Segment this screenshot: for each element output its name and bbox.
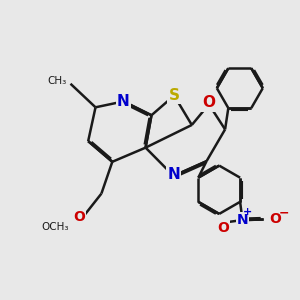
Text: S: S (169, 88, 180, 103)
Text: N: N (237, 213, 248, 227)
Text: OCH₃: OCH₃ (41, 222, 69, 233)
Text: O: O (269, 212, 281, 226)
Text: N: N (117, 94, 130, 109)
Text: O: O (74, 210, 85, 224)
Text: O: O (218, 221, 229, 235)
Text: −: − (279, 206, 290, 220)
Text: CH₃: CH₃ (48, 76, 67, 86)
Text: +: + (243, 207, 252, 217)
Text: N: N (167, 167, 180, 182)
Text: O: O (202, 95, 215, 110)
